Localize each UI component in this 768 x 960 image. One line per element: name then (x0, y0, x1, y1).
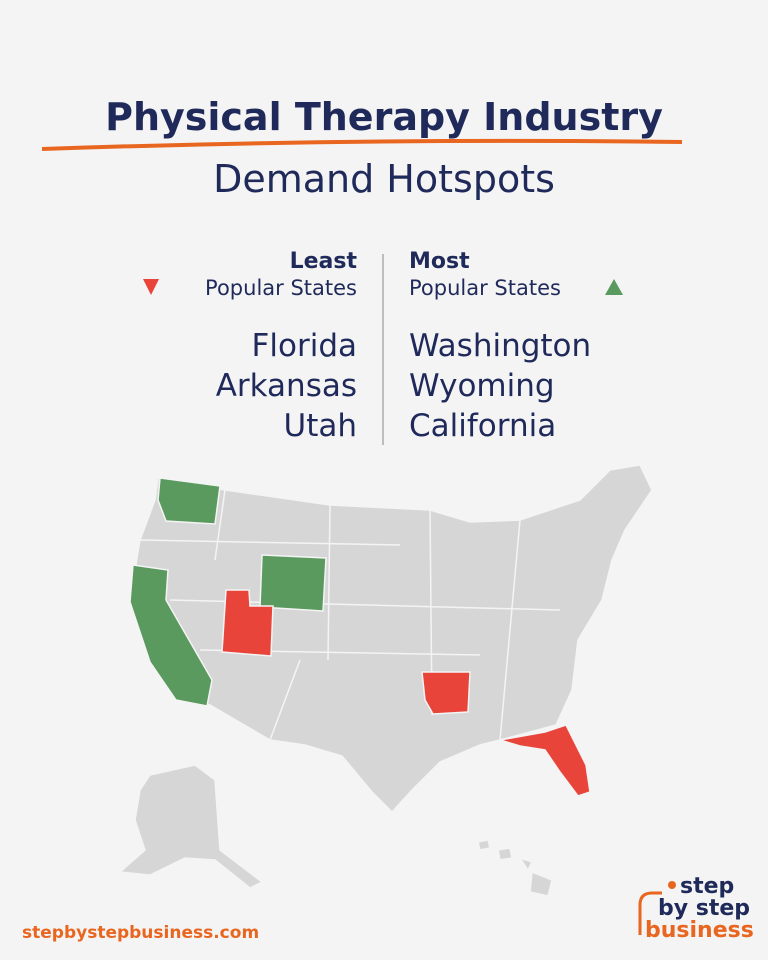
least-heading: Least (290, 249, 358, 274)
state-borders (139, 489, 561, 741)
up-triangle (605, 279, 623, 295)
most-state: Wyoming (409, 368, 555, 404)
state-wyoming (259, 554, 327, 612)
logo-line: step (680, 874, 734, 899)
least-state: Utah (284, 408, 358, 444)
most-subheading: Popular States (409, 276, 561, 300)
state-florida (499, 724, 591, 797)
most-state: Washington (409, 328, 591, 364)
state-california (129, 564, 213, 707)
us-map (118, 464, 653, 897)
least-subheading: Popular States (205, 276, 357, 300)
least-state: Arkansas (216, 368, 357, 404)
logo-line: by step (658, 896, 750, 921)
logo-dot (668, 881, 676, 889)
logo-line: business (645, 918, 754, 943)
least-state: Florida (252, 328, 357, 364)
most-heading: Most (409, 249, 470, 274)
state-utah (221, 589, 274, 657)
logo: step by step business (638, 874, 754, 943)
footer-url: stepbystepbusiness.com (22, 923, 259, 943)
state-arkansas (421, 671, 471, 715)
most-state: California (409, 408, 556, 444)
title-underline (41, 138, 683, 151)
title: Physical Therapy Industry (105, 95, 663, 139)
logo-stair (638, 891, 662, 935)
state-washington (157, 477, 221, 525)
hawaii (477, 839, 553, 897)
subtitle: Demand Hotspots (213, 157, 555, 201)
alaska (118, 764, 264, 889)
down-triangle (143, 279, 159, 295)
